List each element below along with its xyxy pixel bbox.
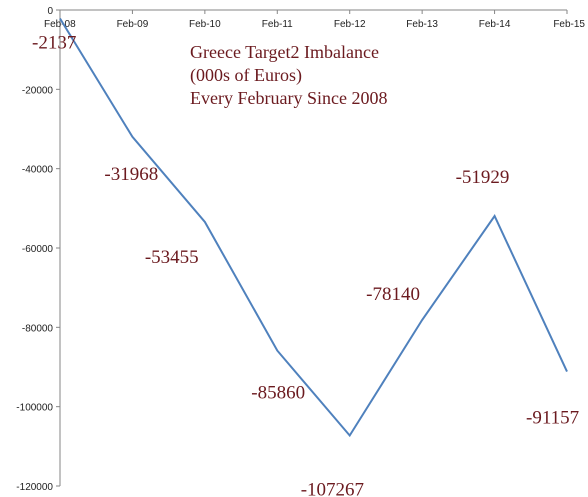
y-tick-label: -80000 (22, 323, 54, 334)
data-label: -107267 (301, 479, 364, 497)
x-tick-label: Feb-13 (406, 19, 438, 30)
data-labels: -2137 -31968 -53455 -85860 -107267 -78140 -519… (32, 32, 579, 497)
y-tick-label: -60000 (22, 244, 54, 255)
x-tick-label: Feb-10 (189, 19, 221, 30)
data-label: -85860 (251, 383, 305, 404)
data-label: -91157 (526, 408, 579, 429)
series-line (59, 17, 568, 438)
x-tick-label: Feb-09 (117, 19, 149, 30)
x-tick-label: Feb-11 (262, 19, 293, 30)
y-tick-label: -100000 (16, 403, 53, 414)
x-tick-label: Feb-14 (479, 19, 511, 30)
data-label: -31968 (104, 164, 158, 185)
data-label: -51929 (456, 167, 510, 188)
y-tick-label: -40000 (22, 165, 54, 176)
x-tick-label: Feb-15 (553, 19, 585, 30)
y-tick-label: -20000 (22, 85, 54, 96)
y-axis-ticks: 0 -20000 -40000 -60000 -80000 -100000 -120000 (16, 6, 60, 493)
chart-title-line-1: Greece Target2 Imbalance (190, 42, 379, 62)
data-label: -2137 (32, 32, 76, 53)
y-tick-label: -120000 (16, 482, 53, 493)
chart-title-line-2: (000s of Euros) (190, 65, 302, 86)
data-label: -78140 (366, 284, 420, 305)
x-axis-ticks: Feb-08 Feb-09 Feb-10 Feb-11 Feb-12 Feb-13 Feb-… (44, 10, 585, 30)
x-tick-label: Feb-08 (44, 19, 76, 30)
chart-title-line-3: Every February Since 2008 (190, 88, 387, 108)
data-label: -53455 (145, 247, 199, 268)
x-tick-label: Feb-12 (334, 19, 366, 30)
y-tick-label: 0 (47, 6, 53, 17)
